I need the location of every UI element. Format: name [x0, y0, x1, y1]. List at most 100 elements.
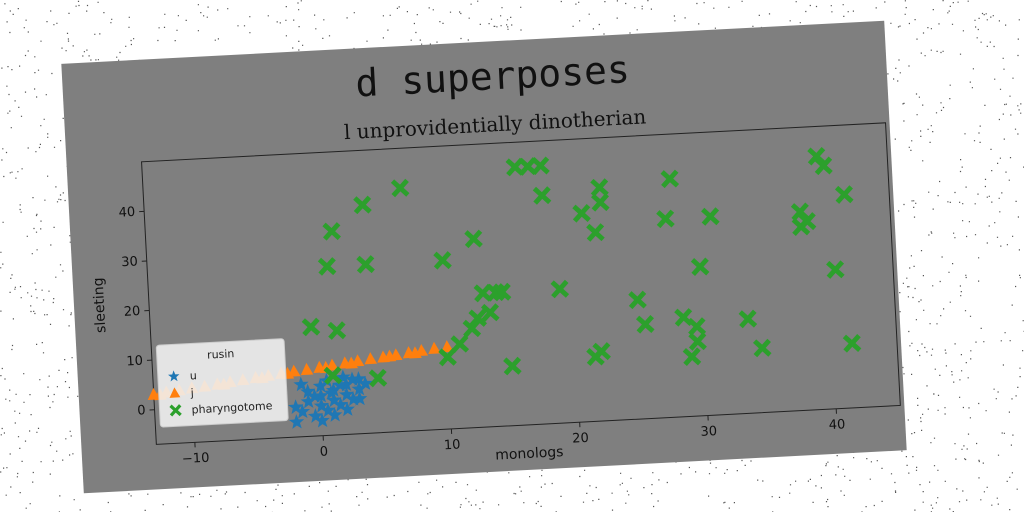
- data-point-u: [288, 399, 304, 414]
- data-point-pharyngotome: [591, 193, 610, 212]
- x-tick-label: 30: [700, 424, 717, 440]
- data-point-u: [331, 377, 348, 392]
- data-point-j: [383, 349, 397, 362]
- data-point-pharyngotome: [688, 332, 707, 351]
- data-point-pharyngotome: [834, 185, 854, 204]
- data-point-u: [314, 412, 330, 428]
- data-point-pharyngotome: [353, 195, 372, 215]
- legend-marker-pharyngotome: [169, 404, 182, 417]
- legend-label-j: j: [189, 386, 194, 399]
- data-point-pharyngotome: [682, 347, 702, 366]
- x-tick-label: 0: [319, 444, 328, 459]
- scatter-plot: d superposes l unprovidentially dinother…: [91, 47, 901, 467]
- y-axis-label: sleeting: [91, 277, 110, 333]
- data-point-u: [357, 375, 373, 391]
- data-marks: [147, 146, 862, 429]
- data-point-u: [344, 371, 360, 387]
- x-tick-label: −10: [182, 451, 210, 467]
- series-pharyngotome: [301, 146, 862, 388]
- y-tick-label: 10: [126, 354, 143, 370]
- data-point-pharyngotome: [635, 315, 655, 334]
- y-axis-ticks: 0 10 20 30 40: [118, 205, 155, 419]
- data-point-u: [327, 407, 343, 422]
- data-point-pharyngotome: [656, 209, 675, 229]
- y-tick-label: 40: [118, 205, 135, 221]
- legend-label-pharyngotome: pharyngotome: [191, 399, 273, 416]
- data-point-pharyngotome: [492, 282, 512, 302]
- data-point-pharyngotome: [301, 317, 321, 337]
- plot-area: [141, 122, 901, 445]
- data-point-pharyngotome: [797, 212, 817, 231]
- legend-box: [155, 338, 289, 428]
- data-point-j: [441, 340, 454, 353]
- data-point-j: [345, 356, 359, 369]
- data-point-pharyngotome: [464, 229, 483, 249]
- data-point-u: [338, 376, 354, 392]
- data-point-pharyngotome: [586, 223, 605, 242]
- data-point-pharyngotome: [701, 207, 720, 226]
- chart-suptitle: d superposes: [354, 47, 630, 105]
- data-point-pharyngotome: [532, 186, 552, 205]
- data-point-u: [300, 393, 316, 409]
- data-point-pharyngotome: [390, 178, 410, 198]
- data-point-u: [323, 384, 339, 400]
- legend-marker-j: [169, 387, 181, 398]
- data-point-pharyngotome: [481, 303, 500, 322]
- data-point-u: [306, 388, 323, 404]
- data-point-pharyngotome: [674, 308, 693, 327]
- data-point-u: [294, 403, 311, 419]
- data-point-pharyngotome: [505, 157, 525, 177]
- data-point-pharyngotome: [590, 178, 609, 197]
- data-point-j: [428, 341, 441, 355]
- data-point-u: [339, 401, 355, 417]
- data-point-pharyngotome: [572, 204, 591, 223]
- data-point-pharyngotome: [317, 257, 337, 276]
- data-point-pharyngotome: [356, 255, 375, 274]
- data-point-j: [364, 352, 378, 365]
- data-point-pharyngotome: [468, 308, 488, 328]
- data-point-u: [293, 376, 309, 392]
- legend-title: rusin: [207, 347, 235, 361]
- data-point-pharyngotome: [752, 338, 772, 358]
- data-point-pharyngotome: [322, 222, 341, 241]
- data-point-pharyngotome: [738, 309, 758, 329]
- data-point-pharyngotome: [592, 342, 611, 361]
- y-tick-label: 30: [121, 254, 138, 270]
- data-point-pharyngotome: [438, 347, 457, 367]
- x-tick-label: 10: [444, 437, 461, 453]
- data-point-u: [351, 381, 367, 396]
- data-point-u: [312, 378, 328, 393]
- data-point-j: [300, 362, 314, 376]
- data-point-pharyngotome: [323, 366, 343, 385]
- data-point-pharyngotome: [473, 283, 493, 303]
- data-point-u: [313, 388, 329, 403]
- data-point-pharyngotome: [628, 290, 647, 310]
- x-axis-ticks: −10 0 10 20 30 40: [182, 408, 846, 467]
- data-point-j: [409, 346, 422, 359]
- data-point-pharyngotome: [660, 169, 680, 189]
- data-point-pharyngotome: [687, 317, 707, 336]
- data-point-pharyngotome: [503, 356, 522, 376]
- data-point-pharyngotome: [826, 260, 845, 279]
- data-point-pharyngotome: [327, 321, 347, 340]
- x-tick-label: 20: [572, 431, 589, 447]
- data-point-pharyngotome: [450, 334, 470, 354]
- data-point-pharyngotome: [368, 368, 388, 388]
- data-point-u: [288, 414, 305, 429]
- data-point-pharyngotome: [462, 319, 482, 338]
- x-tick-label: 40: [828, 417, 845, 433]
- data-point-pharyngotome: [814, 156, 833, 176]
- data-point-u: [325, 382, 342, 398]
- data-point-pharyngotome: [433, 251, 452, 270]
- x-axis-label: monologs: [495, 444, 564, 464]
- legend-label-u: u: [189, 369, 197, 382]
- data-point-u: [335, 369, 351, 385]
- data-point-u: [352, 390, 368, 406]
- legend-marker-u: [168, 370, 180, 382]
- data-point-pharyngotome: [550, 279, 570, 299]
- y-tick-label: 0: [137, 403, 146, 418]
- data-point-pharyngotome: [518, 157, 537, 176]
- data-point-pharyngotome: [690, 257, 710, 277]
